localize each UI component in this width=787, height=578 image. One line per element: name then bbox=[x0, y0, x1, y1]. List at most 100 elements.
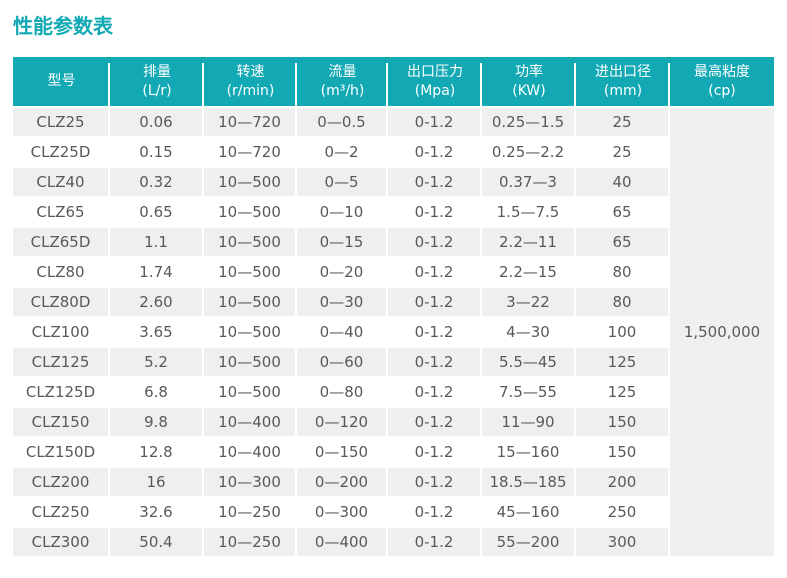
cell-displacement: 2.60 bbox=[110, 288, 204, 318]
cell-pressure: 0-1.2 bbox=[388, 468, 482, 498]
cell-pressure: 0-1.2 bbox=[388, 258, 482, 288]
cell-diameter: 80 bbox=[576, 288, 670, 318]
cell-speed: 10—500 bbox=[204, 228, 297, 258]
header-row: 型号 排量 (L/r) 转速 (r/min) 流量 (m³/h) 出口压力 (Mpa) 功率 (KW… bbox=[13, 57, 774, 108]
table-row-clz80: CLZ80 1.74 10—500 0—20 0-1.2 2.2—15 80 bbox=[13, 258, 774, 288]
cell-displacement: 1.1 bbox=[110, 228, 204, 258]
cell-speed: 10—720 bbox=[204, 138, 297, 168]
cell-flow: 0—200 bbox=[297, 468, 388, 498]
cell-diameter: 80 bbox=[576, 258, 670, 288]
cell-power: 11—90 bbox=[482, 408, 576, 438]
header-label-line2: (Mpa) bbox=[414, 82, 456, 99]
header-label-line1: 最高粘度 bbox=[694, 63, 750, 80]
cell-power: 0.37—3 bbox=[482, 168, 576, 198]
cell-displacement: 3.65 bbox=[110, 318, 204, 348]
cell-diameter: 250 bbox=[576, 498, 670, 528]
cell-speed: 10—400 bbox=[204, 408, 297, 438]
cell-pressure: 0-1.2 bbox=[388, 168, 482, 198]
cell-flow: 0—40 bbox=[297, 318, 388, 348]
cell-model: CLZ250 bbox=[13, 498, 110, 528]
cell-flow: 0—120 bbox=[297, 408, 388, 438]
cell-speed: 10—250 bbox=[204, 528, 297, 558]
table-row-clz150d: CLZ150D 12.8 10—400 0—150 0-1.2 15—160 150 bbox=[13, 438, 774, 468]
page: 性能参数表 型号 排量 (L/r) 转速 (r/min) 流量 (m³/h) 出口压力 (Mpa… bbox=[13, 14, 774, 558]
header-label-line1: 型号 bbox=[47, 73, 76, 89]
cell-power: 1.5—7.5 bbox=[482, 198, 576, 228]
cell-diameter: 150 bbox=[576, 408, 670, 438]
cell-power: 0.25—2.2 bbox=[482, 138, 576, 168]
table-row-clz40: CLZ40 0.32 10—500 0—5 0-1.2 0.37—3 40 bbox=[13, 168, 774, 198]
cell-power: 45—160 bbox=[482, 498, 576, 528]
table-row-clz80d: CLZ80D 2.60 10—500 0—30 0-1.2 3—22 80 bbox=[13, 288, 774, 318]
cell-pressure: 0-1.2 bbox=[388, 198, 482, 228]
cell-diameter: 65 bbox=[576, 228, 670, 258]
cell-power: 15—160 bbox=[482, 438, 576, 468]
cell-model: CLZ150D bbox=[13, 438, 110, 468]
cell-flow: 0—300 bbox=[297, 498, 388, 528]
table-row-clz300: CLZ300 50.4 10—250 0—400 0-1.2 55—200 300 bbox=[13, 528, 774, 558]
header-label-line2: (m³/h) bbox=[320, 82, 365, 99]
cell-model: CLZ80 bbox=[13, 258, 110, 288]
cell-speed: 10—250 bbox=[204, 498, 297, 528]
cell-model: CLZ200 bbox=[13, 468, 110, 498]
cell-flow: 0—5 bbox=[297, 168, 388, 198]
cell-speed: 10—500 bbox=[204, 378, 297, 408]
table-row-clz250: CLZ250 32.6 10—250 0—300 0-1.2 45—160 250 bbox=[13, 498, 774, 528]
cell-speed: 10—500 bbox=[204, 198, 297, 228]
cell-flow: 0—150 bbox=[297, 438, 388, 468]
table-row-clz25d: CLZ25D 0.15 10—720 0—2 0-1.2 0.25—2.2 25 bbox=[13, 138, 774, 168]
cell-diameter: 150 bbox=[576, 438, 670, 468]
header-label-line2: (KW) bbox=[512, 82, 546, 99]
cell-flow: 0—80 bbox=[297, 378, 388, 408]
header-label-line1: 排量 bbox=[143, 63, 171, 80]
cell-displacement: 50.4 bbox=[110, 528, 204, 558]
cell-displacement: 9.8 bbox=[110, 408, 204, 438]
header-cell-speed: 转速 (r/min) bbox=[204, 57, 297, 108]
cell-model: CLZ40 bbox=[13, 168, 110, 198]
cell-displacement: 12.8 bbox=[110, 438, 204, 468]
spec-table: 型号 排量 (L/r) 转速 (r/min) 流量 (m³/h) 出口压力 (Mpa) 功率 (KW… bbox=[13, 57, 774, 558]
cell-model: CLZ125 bbox=[13, 348, 110, 378]
cell-pressure: 0-1.2 bbox=[388, 318, 482, 348]
cell-flow: 0—15 bbox=[297, 228, 388, 258]
cell-flow: 0—20 bbox=[297, 258, 388, 288]
cell-displacement: 5.2 bbox=[110, 348, 204, 378]
header-label-line1: 流量 bbox=[328, 63, 357, 80]
cell-power: 5.5—45 bbox=[482, 348, 576, 378]
cell-speed: 10—400 bbox=[204, 438, 297, 468]
cell-model: CLZ80D bbox=[13, 288, 110, 318]
cell-displacement: 0.06 bbox=[110, 108, 204, 138]
cell-power: 4—30 bbox=[482, 318, 576, 348]
cell-flow: 0—60 bbox=[297, 348, 388, 378]
cell-model: CLZ25 bbox=[13, 108, 110, 138]
cell-speed: 10—500 bbox=[204, 288, 297, 318]
cell-speed: 10—300 bbox=[204, 468, 297, 498]
header-cell-power: 功率 (KW) bbox=[482, 57, 576, 108]
cell-pressure: 0-1.2 bbox=[388, 528, 482, 558]
cell-max-viscosity-merged: 1,500,000 bbox=[670, 108, 774, 558]
cell-displacement: 1.74 bbox=[110, 258, 204, 288]
cell-pressure: 0-1.2 bbox=[388, 378, 482, 408]
header-label-line1: 转速 bbox=[236, 63, 265, 80]
header-label-line1: 出口压力 bbox=[407, 63, 463, 80]
cell-diameter: 125 bbox=[576, 378, 670, 408]
cell-power: 2.2—15 bbox=[482, 258, 576, 288]
header-cell-model: 型号 bbox=[13, 57, 110, 108]
header-cell-viscosity: 最高粘度 (cp) bbox=[670, 57, 774, 108]
table-row-clz25: CLZ25 0.06 10—720 0—0.5 0-1.2 0.25—1.5 25 1,500… bbox=[13, 108, 774, 558]
header-cell-diameter: 进出口径 (mm) bbox=[576, 57, 670, 108]
cell-diameter: 25 bbox=[576, 108, 670, 138]
cell-pressure: 0-1.2 bbox=[388, 108, 482, 138]
cell-flow: 0—10 bbox=[297, 198, 388, 228]
header-cell-displacement: 排量 (L/r) bbox=[110, 57, 204, 108]
cell-diameter: 65 bbox=[576, 198, 670, 228]
cell-displacement: 0.15 bbox=[110, 138, 204, 168]
spec-table-body: CLZ25 0.06 10—720 0—0.5 0-1.2 0.25—1.5 25 1,500… bbox=[13, 108, 774, 558]
header-cell-pressure: 出口压力 (Mpa) bbox=[388, 57, 482, 108]
cell-power: 55—200 bbox=[482, 528, 576, 558]
header-label-line2: (cp) bbox=[708, 82, 736, 99]
cell-diameter: 200 bbox=[576, 468, 670, 498]
cell-speed: 10—720 bbox=[204, 108, 297, 138]
table-row-clz200: CLZ200 16 10—300 0—200 0-1.2 18.5—185 200 bbox=[13, 468, 774, 498]
table-row-clz125: CLZ125 5.2 10—500 0—60 0-1.2 5.5—45 125 bbox=[13, 348, 774, 378]
